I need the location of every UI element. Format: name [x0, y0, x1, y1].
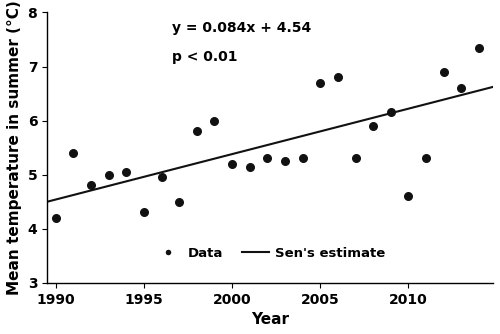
Point [369, 123, 377, 129]
Point [334, 75, 342, 80]
Point [298, 156, 306, 161]
Point [175, 199, 183, 204]
Point [122, 169, 130, 175]
Point [352, 156, 360, 161]
Point [264, 156, 272, 161]
Point [87, 183, 95, 188]
Point [210, 118, 218, 123]
X-axis label: Year: Year [251, 312, 289, 327]
Point [422, 156, 430, 161]
Point [70, 150, 78, 156]
Point [440, 69, 448, 74]
Point [404, 194, 412, 199]
Text: y = 0.084x + 4.54: y = 0.084x + 4.54 [172, 21, 311, 34]
Point [246, 164, 254, 169]
Point [458, 86, 466, 91]
Y-axis label: Mean temperature in summer (°C): Mean temperature in summer (°C) [7, 0, 22, 295]
Point [193, 129, 201, 134]
Text: p < 0.01: p < 0.01 [172, 50, 238, 64]
Point [158, 175, 166, 180]
Point [140, 210, 148, 215]
Legend: Data, Sen's estimate: Data, Sen's estimate [149, 242, 391, 266]
Point [475, 45, 483, 50]
Point [228, 161, 236, 167]
Point [52, 215, 60, 220]
Point [281, 158, 289, 164]
Point [316, 80, 324, 86]
Point [387, 110, 395, 115]
Point [104, 172, 112, 177]
